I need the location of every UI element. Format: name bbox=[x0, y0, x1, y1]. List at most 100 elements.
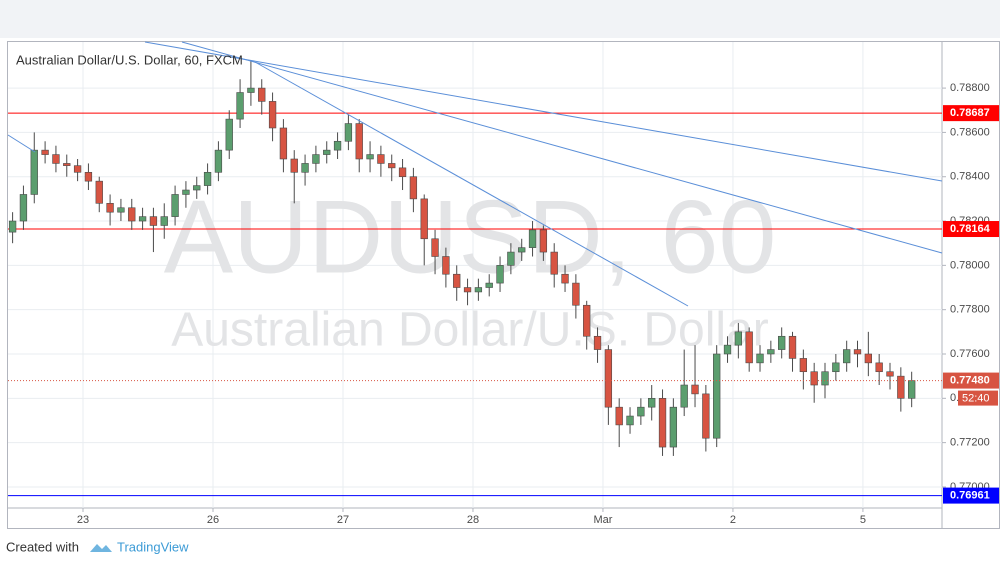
price-tag-label: 0.78164 bbox=[950, 223, 991, 235]
candle-body bbox=[431, 238, 439, 257]
x-tick-label: 26 bbox=[207, 514, 219, 526]
y-tick-label: 0.78400 bbox=[950, 171, 990, 183]
candle-body bbox=[409, 176, 418, 200]
candle-body bbox=[745, 331, 753, 364]
price-tag-label: 0.77480 bbox=[950, 374, 990, 386]
candle-body bbox=[658, 398, 667, 448]
candle-body bbox=[648, 398, 656, 408]
candle-body bbox=[63, 163, 71, 166]
candle-body bbox=[853, 349, 862, 355]
candle-body bbox=[734, 331, 743, 346]
candle-body bbox=[268, 101, 277, 129]
candle-body bbox=[691, 384, 699, 395]
candle-body bbox=[767, 349, 775, 355]
candle-body bbox=[117, 207, 125, 213]
y-tick-label: 0.77200 bbox=[950, 437, 990, 449]
candle-body bbox=[778, 335, 786, 350]
candle-body bbox=[463, 287, 472, 293]
candle-body bbox=[323, 149, 331, 155]
candle-body bbox=[258, 87, 266, 102]
candle-body bbox=[106, 203, 114, 213]
candle-body bbox=[637, 406, 645, 417]
watermark: Australian Dollar/U.S. Dollar bbox=[171, 304, 769, 357]
candle-body bbox=[52, 154, 60, 164]
chart-title: Australian Dollar/U.S. Dollar, 60, FXCM bbox=[16, 52, 243, 67]
candle-body bbox=[8, 220, 17, 233]
candle-body bbox=[301, 163, 309, 173]
candle-body bbox=[832, 362, 840, 373]
candle-body bbox=[19, 194, 28, 222]
trendline bbox=[181, 41, 943, 254]
candle-body bbox=[214, 149, 223, 173]
candle-body bbox=[908, 380, 916, 399]
y-tick-label: 0.77800 bbox=[950, 304, 990, 316]
x-tick-label: 5 bbox=[860, 514, 866, 526]
footer-text: Created with bbox=[6, 539, 79, 554]
price-tag-label: 0.78687 bbox=[950, 107, 990, 119]
y-tick-label: 0.77600 bbox=[950, 348, 990, 360]
candle-body bbox=[333, 140, 342, 151]
trendline bbox=[254, 61, 689, 307]
candle-body bbox=[73, 165, 82, 173]
candle-body bbox=[821, 371, 829, 386]
candle-body bbox=[312, 154, 320, 164]
candle-body bbox=[290, 158, 298, 173]
y-tick-label: 0.78000 bbox=[950, 259, 990, 271]
candle-body bbox=[474, 287, 483, 293]
candle-body bbox=[225, 118, 233, 151]
candle-body bbox=[377, 154, 385, 164]
candle-body bbox=[713, 353, 721, 439]
candle-body bbox=[355, 123, 363, 160]
candle-body bbox=[41, 149, 49, 155]
logo bbox=[90, 544, 112, 552]
candle-body bbox=[247, 87, 255, 93]
candle-body bbox=[366, 154, 374, 160]
candle-body bbox=[236, 92, 244, 120]
candle-body bbox=[149, 216, 158, 226]
candle-body bbox=[550, 251, 558, 275]
candle-body bbox=[843, 349, 851, 364]
candle-body bbox=[398, 167, 407, 178]
x-tick-label: 27 bbox=[337, 514, 349, 526]
candle-body bbox=[723, 344, 732, 355]
candle-body bbox=[788, 335, 797, 359]
candle-body bbox=[507, 251, 515, 266]
candle-body bbox=[95, 180, 103, 204]
candle-body bbox=[561, 273, 569, 284]
candle-body bbox=[799, 358, 808, 373]
price-tag-label: 0.76961 bbox=[950, 489, 990, 501]
candle-body bbox=[539, 229, 548, 253]
candle-body bbox=[203, 171, 212, 186]
candle-body bbox=[583, 304, 591, 337]
countdown: 52:40 bbox=[962, 392, 990, 404]
candle-body bbox=[572, 282, 580, 306]
candle-body bbox=[388, 163, 396, 169]
toolbar bbox=[0, 0, 1000, 38]
candle-body bbox=[442, 256, 450, 275]
candle-body bbox=[344, 123, 353, 142]
trendline bbox=[7, 134, 36, 153]
x-tick-label: 28 bbox=[467, 514, 479, 526]
candle-body bbox=[496, 265, 504, 284]
x-tick-label: 2 bbox=[730, 514, 736, 526]
candle-body bbox=[626, 415, 634, 426]
countdown-box bbox=[958, 390, 998, 406]
trendlines bbox=[7, 41, 943, 307]
candle-body bbox=[420, 198, 428, 240]
candle-body bbox=[756, 353, 764, 364]
candle-body bbox=[171, 194, 179, 217]
candle-body bbox=[593, 335, 602, 350]
candle-body bbox=[138, 216, 147, 222]
candle-body bbox=[864, 353, 872, 364]
candle-body bbox=[680, 384, 688, 408]
candle-body bbox=[193, 185, 201, 191]
candle-body bbox=[485, 282, 493, 288]
price-tag bbox=[943, 487, 999, 504]
candle-body bbox=[279, 127, 288, 160]
footer-brand[interactable]: TradingView bbox=[117, 539, 189, 554]
candle-body bbox=[128, 207, 136, 222]
y-tick-label: 0.78600 bbox=[950, 126, 990, 138]
candle-body bbox=[886, 371, 894, 377]
